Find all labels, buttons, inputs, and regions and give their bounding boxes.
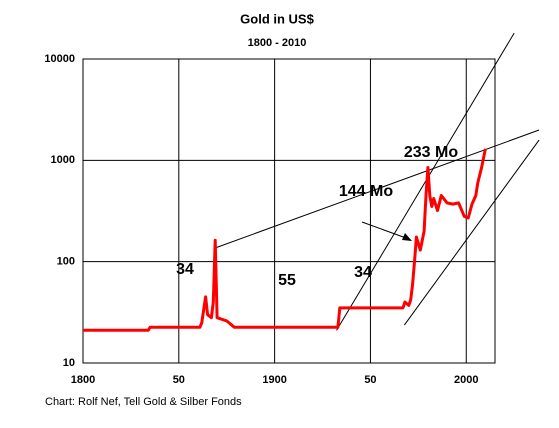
chart-subtitle: 1800 - 2010 — [248, 37, 307, 49]
chart-title: Gold in US$ — [240, 11, 314, 26]
annotation: 144 Mo — [339, 183, 393, 200]
annotation: 55 — [278, 272, 296, 289]
y-tick-label: 10000 — [44, 53, 75, 65]
x-tick-label: 1900 — [262, 374, 286, 386]
y-tick-label: 10 — [63, 357, 75, 369]
source-note: Chart: Rolf Nef, Tell Gold & Silber Fond… — [45, 396, 242, 408]
x-tick-label: 2000 — [454, 374, 478, 386]
annotation: 34 — [176, 261, 194, 278]
x-tick-label: 50 — [364, 374, 376, 386]
y-tick-label: 1000 — [51, 154, 75, 166]
x-tick-label: 1800 — [71, 374, 95, 386]
trend-line — [403, 139, 540, 326]
plot-frame — [82, 58, 496, 364]
trend-line — [336, 32, 515, 331]
annotation: 34 — [354, 264, 372, 281]
annotation: 233 Mo — [404, 144, 458, 161]
price-line — [83, 148, 487, 332]
x-tick-label: 50 — [173, 374, 185, 386]
arrow-head — [402, 233, 412, 241]
arrow — [361, 221, 407, 239]
y-tick-label: 100 — [57, 256, 75, 268]
